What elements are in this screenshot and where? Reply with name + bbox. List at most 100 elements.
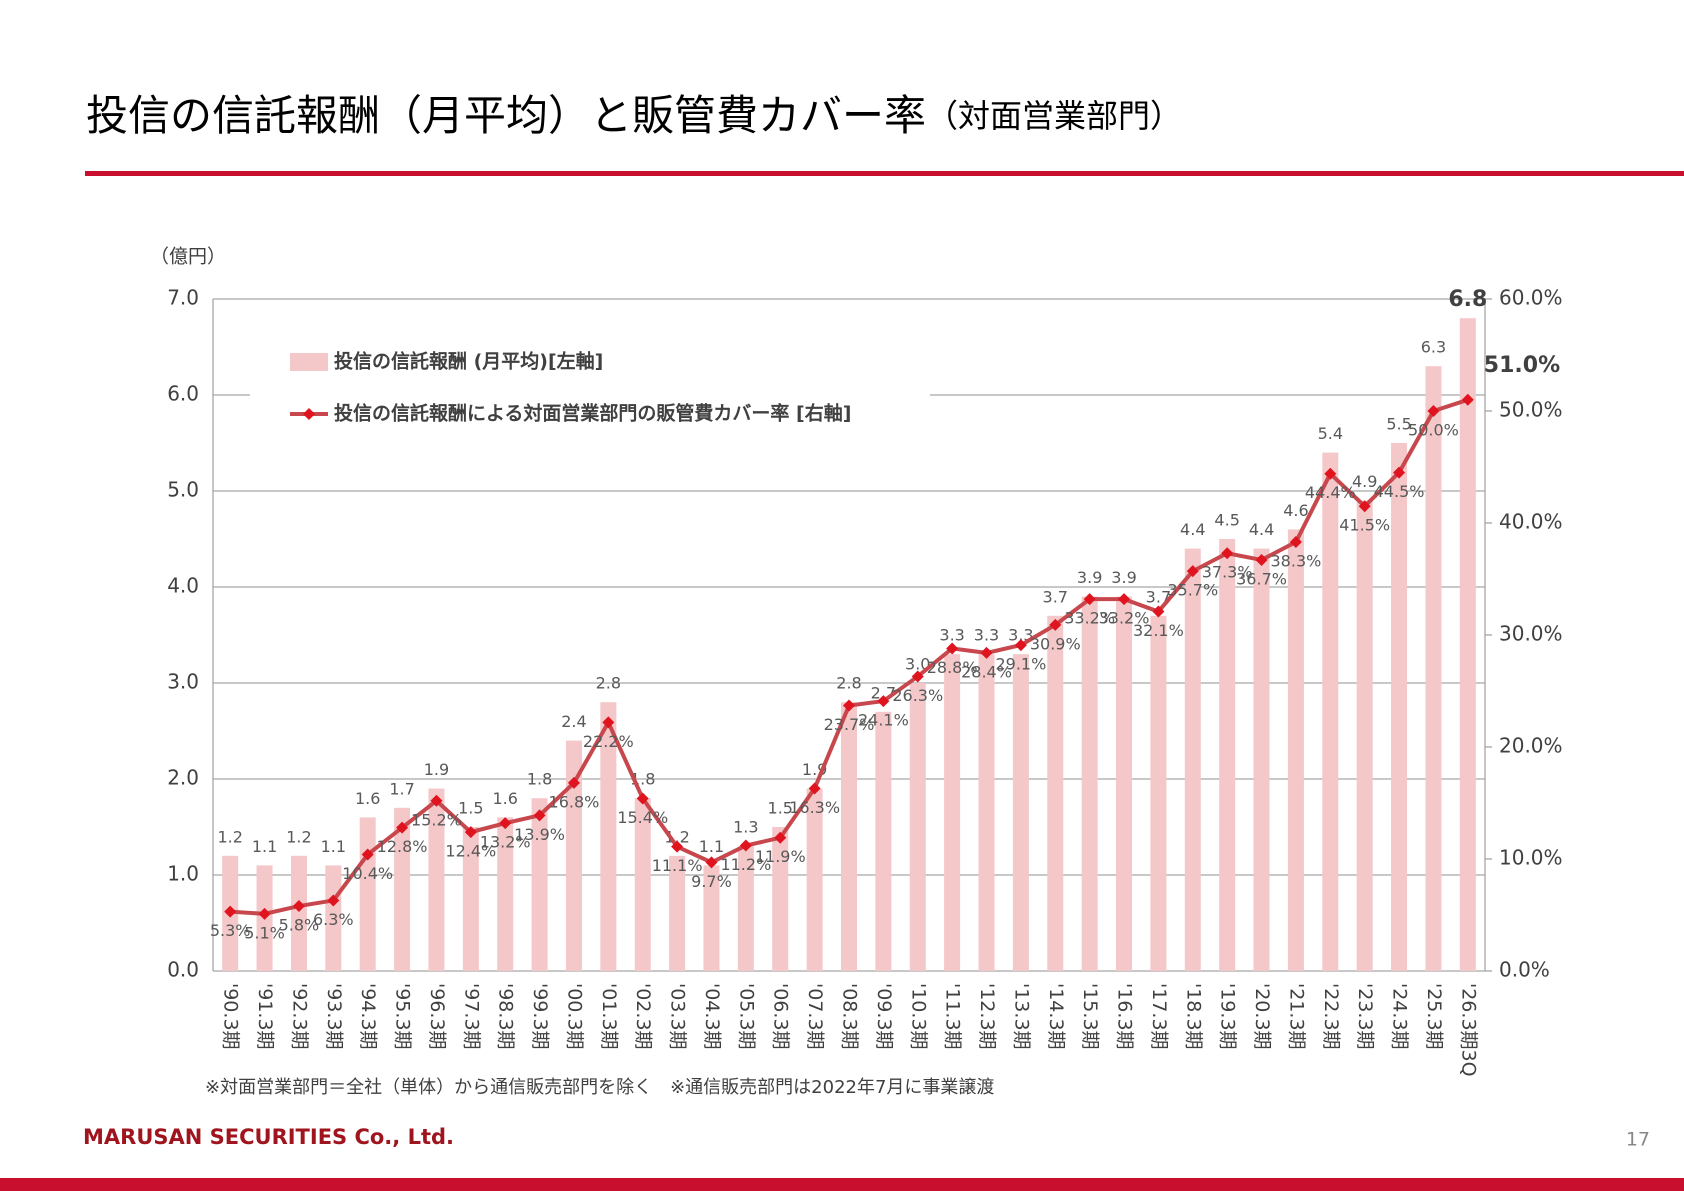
line-value-label: 6.3% (313, 910, 354, 929)
bar-value-label: 4.4 (1249, 520, 1274, 539)
bar (737, 846, 754, 971)
bar (806, 788, 823, 971)
bar-value-label: 1.7 (389, 779, 414, 798)
bar (1081, 596, 1098, 971)
marker (705, 856, 718, 869)
line-value-label: 11.9% (755, 847, 806, 866)
bar-value-label: 1.2 (664, 827, 689, 846)
bar (394, 807, 411, 971)
y2-tick-label: 20.0% (1499, 734, 1563, 758)
y-tick-label: 3.0 (167, 670, 199, 694)
bar (1287, 529, 1304, 971)
bar (1047, 615, 1064, 971)
line-value-label: 32.1% (1133, 621, 1184, 640)
line-value-label: 50.0% (1408, 421, 1459, 440)
y-tick-label: 1.0 (167, 862, 199, 886)
x-tick-label: '08.3期 (839, 983, 861, 1050)
legend-swatch (290, 353, 328, 371)
line-value-label: 16.3% (789, 798, 840, 817)
marker (327, 894, 340, 907)
marker (533, 809, 546, 822)
bar (290, 855, 307, 971)
marker (1152, 605, 1165, 618)
bar-value-label: 1.6 (355, 789, 380, 808)
bar-value-label: 2.4 (561, 712, 586, 731)
marker (671, 840, 684, 853)
bar (703, 865, 720, 971)
bar (1391, 443, 1408, 971)
x-tick-label: '14.3期 (1045, 983, 1067, 1050)
marker (396, 821, 409, 834)
marker (1118, 593, 1131, 606)
marker (739, 839, 752, 852)
x-tick-label: '04.3期 (701, 983, 723, 1050)
x-tick-label: '00.3期 (563, 983, 585, 1050)
y2-tick-label: 60.0% (1499, 286, 1563, 310)
bar (359, 817, 376, 971)
line-value-label: 13.2% (480, 833, 531, 852)
line-value-label: 11.1% (652, 856, 703, 875)
marker (1186, 565, 1199, 578)
page-number: 17 (1626, 1129, 1650, 1151)
bar (772, 827, 789, 971)
bar (600, 702, 617, 971)
x-tick-label: '22.3期 (1320, 983, 1342, 1050)
bar (909, 683, 926, 971)
line-value-label: 15.4% (617, 808, 668, 827)
x-tick-label: '93.3期 (323, 983, 345, 1050)
x-tick-label: '25.3期 (1423, 983, 1445, 1050)
bar-value-label: 3.9 (1077, 568, 1102, 587)
marker (1427, 405, 1440, 417)
bar-value-label: 1.1 (699, 837, 724, 856)
line-value-label: 28.8% (927, 658, 978, 677)
x-tick-label: '10.3期 (907, 983, 929, 1050)
line-value-label: 29.1% (995, 655, 1046, 674)
x-tick-label: '16.3期 (1114, 983, 1136, 1050)
footer-rule (0, 1178, 1684, 1191)
bar (1150, 615, 1167, 971)
marker (1049, 618, 1062, 631)
line-value-label: 13.9% (514, 825, 565, 844)
line-value-label: 16.8% (549, 792, 600, 811)
marker (980, 646, 993, 659)
line-value-label: 30.9% (1030, 634, 1081, 653)
bar (978, 654, 995, 971)
y-unit: （億円） (150, 246, 226, 268)
bar (428, 788, 445, 971)
bar (497, 817, 514, 971)
bar-value-label: 2.8 (836, 674, 861, 693)
bar-value-label: 1.5 (768, 799, 793, 818)
x-tick-label: '23.3期 (1354, 983, 1376, 1050)
line-value-label: 10.4% (342, 864, 393, 883)
marker (1289, 536, 1302, 549)
bar (1219, 539, 1236, 971)
bar (1012, 654, 1029, 971)
x-tick-label: '09.3期 (873, 983, 895, 1050)
bar (531, 798, 548, 971)
marker (1221, 547, 1234, 560)
line-value-label: 23.7% (824, 715, 875, 734)
bar-value-label: 1.5 (458, 799, 483, 818)
line-value-label: 51.0% (1484, 353, 1560, 378)
bar-value-label: 3.3 (939, 626, 964, 645)
x-tick-label: '05.3期 (735, 983, 757, 1050)
line-value-label: 12.4% (445, 842, 496, 861)
marker (1083, 593, 1096, 606)
line-value-label: 33.2% (1099, 609, 1150, 628)
bar-value-label: 1.2 (217, 827, 242, 846)
bar-value-label: 4.6 (1283, 501, 1308, 520)
line-value-label: 9.7% (691, 872, 732, 891)
subtitle: （対面営業部門） (926, 97, 1182, 135)
marker (808, 782, 821, 795)
bar (944, 654, 961, 971)
marker (361, 848, 374, 861)
bar-value-label: 3.7 (1043, 587, 1068, 606)
bar (1116, 596, 1133, 971)
marker (1014, 639, 1027, 652)
x-tick-label: '94.3期 (357, 983, 379, 1050)
x-tick-label: '19.3期 (1217, 983, 1239, 1050)
x-tick-label: '15.3期 (1079, 983, 1101, 1050)
marker (258, 907, 271, 920)
line-value-label: 36.7% (1236, 569, 1287, 588)
